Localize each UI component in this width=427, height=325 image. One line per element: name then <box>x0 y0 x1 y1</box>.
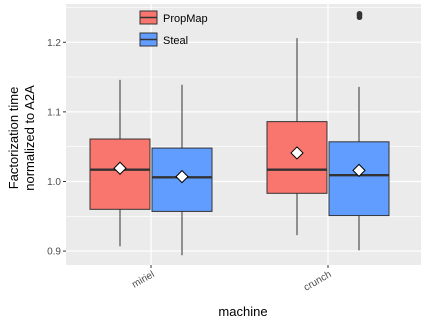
mean-marker <box>290 146 304 160</box>
legend-item-propmap: PropMap <box>139 10 208 25</box>
box-body <box>328 141 390 217</box>
box-steal-miriel <box>151 84 213 256</box>
box-propmap-miriel <box>89 79 151 247</box>
legend-item-steal: Steal <box>139 32 188 47</box>
mean-marker <box>113 161 127 175</box>
y-tick-label: 0.9 <box>47 247 61 258</box>
legend: PropMap Steal <box>139 10 208 47</box>
box-layer <box>89 10 390 256</box>
legend-label: PropMap <box>163 13 208 25</box>
y-tick-label: 1.0 <box>47 177 61 188</box>
y-axis-title-line-2: normalized to A2A <box>22 85 37 191</box>
y-axis-title-line-1: Factorization time <box>6 87 21 190</box>
plot-panel-background <box>66 4 421 265</box>
x-tick-label: crunch <box>302 269 333 294</box>
mean-marker <box>352 163 366 178</box>
x-axis-title: machine <box>218 304 267 319</box>
box-propmap-crunch <box>266 38 328 236</box>
mean-marker <box>175 169 189 184</box>
y-tick-label: 1.1 <box>47 107 61 118</box>
y-tick-label: 1.2 <box>47 38 61 49</box>
x-tick-label: miriel <box>130 269 156 290</box>
box-steal-crunch <box>328 10 390 251</box>
legend-label: Steal <box>163 35 188 47</box>
outlier-point <box>356 10 363 17</box>
